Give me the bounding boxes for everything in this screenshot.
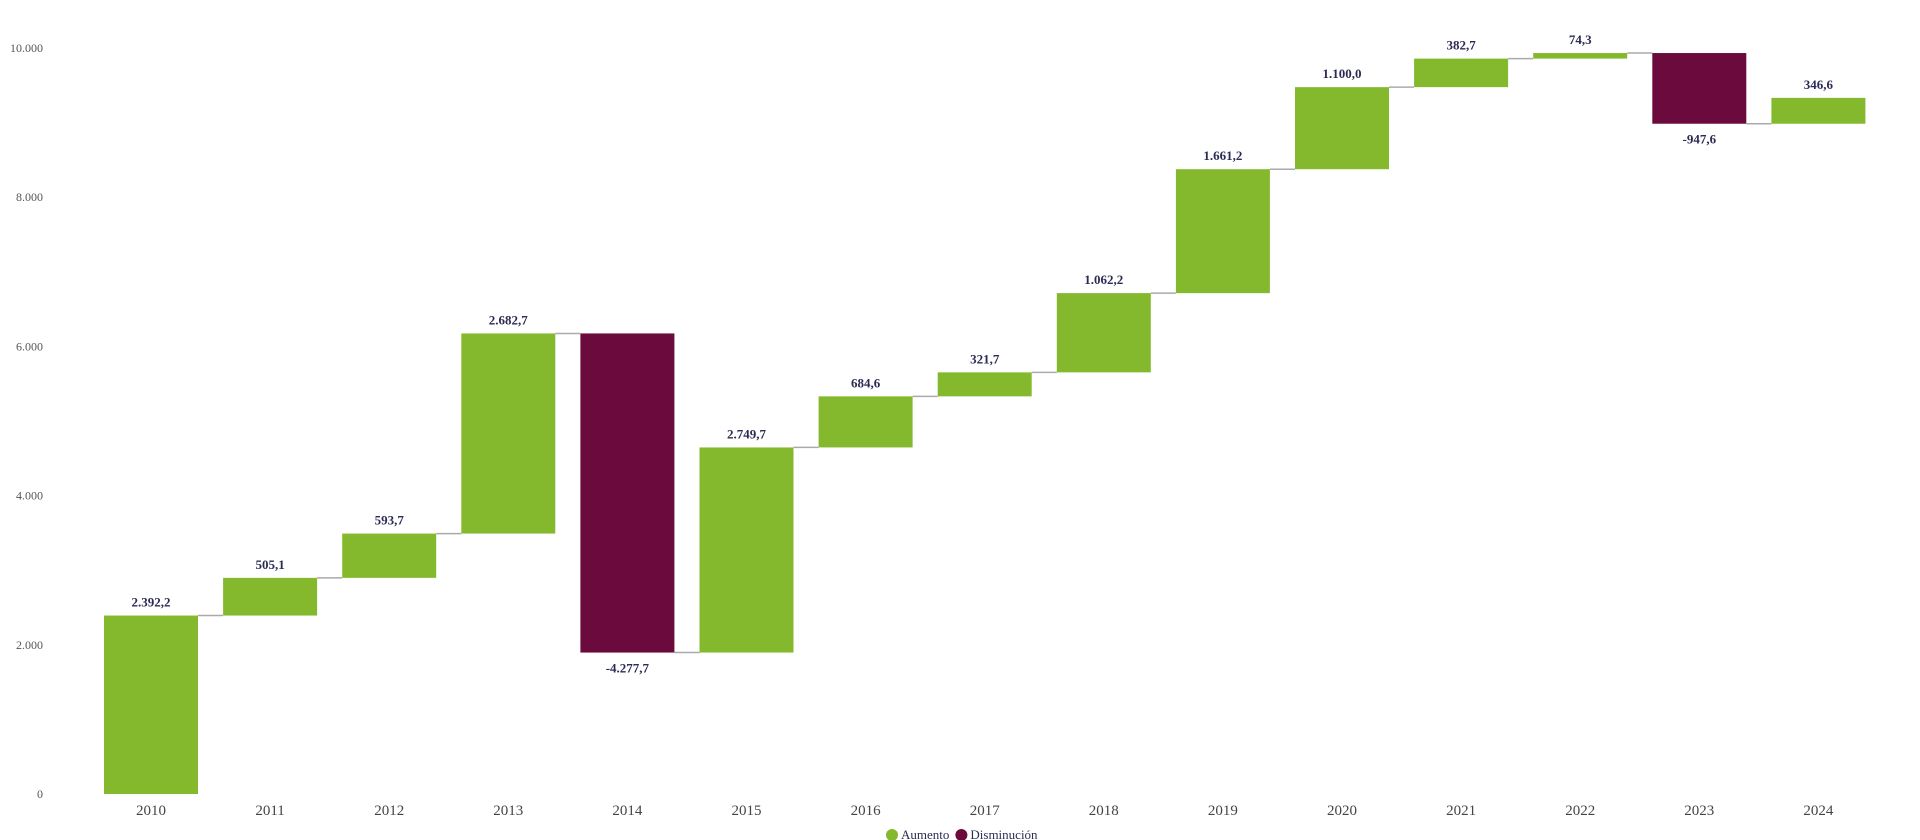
data-label: 2.392,2 (132, 595, 171, 610)
x-tick-label: 2017 (970, 803, 1001, 819)
bar (223, 577, 318, 616)
data-label: 382,7 (1446, 38, 1476, 53)
y-tick-label: 6.000 (16, 339, 43, 353)
x-tick-label: 2011 (255, 803, 284, 819)
data-label: 1.100,0 (1323, 66, 1362, 81)
data-label: 1.062,2 (1084, 272, 1123, 287)
y-tick-label: 2.000 (16, 638, 43, 652)
data-label: 74,3 (1569, 32, 1592, 47)
legend-label-increase: Aumento (901, 827, 949, 840)
y-tick-label: 10.000 (10, 41, 43, 55)
x-tick-label: 2015 (732, 803, 762, 819)
data-label: 593,7 (375, 513, 405, 528)
bar (1175, 169, 1270, 294)
bar (1652, 53, 1747, 124)
bar (580, 333, 675, 653)
bar (1771, 97, 1866, 124)
x-tick-label: 2021 (1446, 803, 1476, 819)
data-label: -4.277,7 (606, 661, 650, 676)
bar (699, 447, 794, 653)
bar (818, 396, 913, 448)
y-axis: 0 2.000 4.000 6.000 8.000 10.000 (10, 41, 43, 801)
legend: Aumento Disminución (886, 827, 1038, 840)
bar (461, 333, 556, 534)
data-label: 321,7 (970, 351, 1000, 366)
bar (1533, 53, 1628, 59)
x-tick-label: 2018 (1089, 803, 1119, 819)
data-label: 2.749,7 (727, 426, 767, 441)
bar (1295, 87, 1389, 170)
legend-marker-decrease (955, 829, 968, 840)
bars (104, 53, 1866, 794)
bar (1414, 58, 1509, 88)
x-tick-label: 2022 (1565, 803, 1595, 819)
bar (1056, 293, 1151, 373)
data-label: -947,6 (1683, 132, 1717, 147)
x-tick-label: 2016 (851, 803, 882, 819)
data-label: 505,1 (255, 557, 284, 572)
y-tick-label: 8.000 (16, 190, 43, 204)
x-tick-label: 2010 (136, 803, 166, 819)
x-tick-label: 2020 (1327, 803, 1357, 819)
x-tick-label: 2012 (374, 803, 404, 819)
y-tick-label: 4.000 (16, 489, 43, 503)
x-tick-label: 2014 (612, 803, 643, 819)
data-label: 2.682,7 (489, 312, 529, 327)
data-label: 346,6 (1804, 77, 1834, 92)
bar (342, 533, 437, 578)
x-axis: 2010 2011 2012 2013 2014 2015 2016 2017 2018 2019… (136, 803, 1834, 819)
x-tick-label: 2019 (1208, 803, 1238, 819)
data-label: 684,6 (851, 375, 881, 390)
legend-marker-increase (886, 829, 898, 840)
data-label: 1.661,2 (1203, 148, 1242, 163)
x-tick-label: 2013 (493, 803, 523, 819)
data-labels: 2.392,2 505,1 593,7 2.682,7 -4.277,7 2.749,7 6… (132, 32, 1834, 676)
connectors (198, 52, 1772, 654)
x-tick-label: 2023 (1684, 803, 1714, 819)
x-tick-label: 2024 (1803, 803, 1834, 819)
bar (104, 615, 198, 794)
bar (937, 372, 1032, 397)
y-tick-label: 0 (37, 787, 43, 801)
legend-label-decrease: Disminución (970, 827, 1038, 840)
